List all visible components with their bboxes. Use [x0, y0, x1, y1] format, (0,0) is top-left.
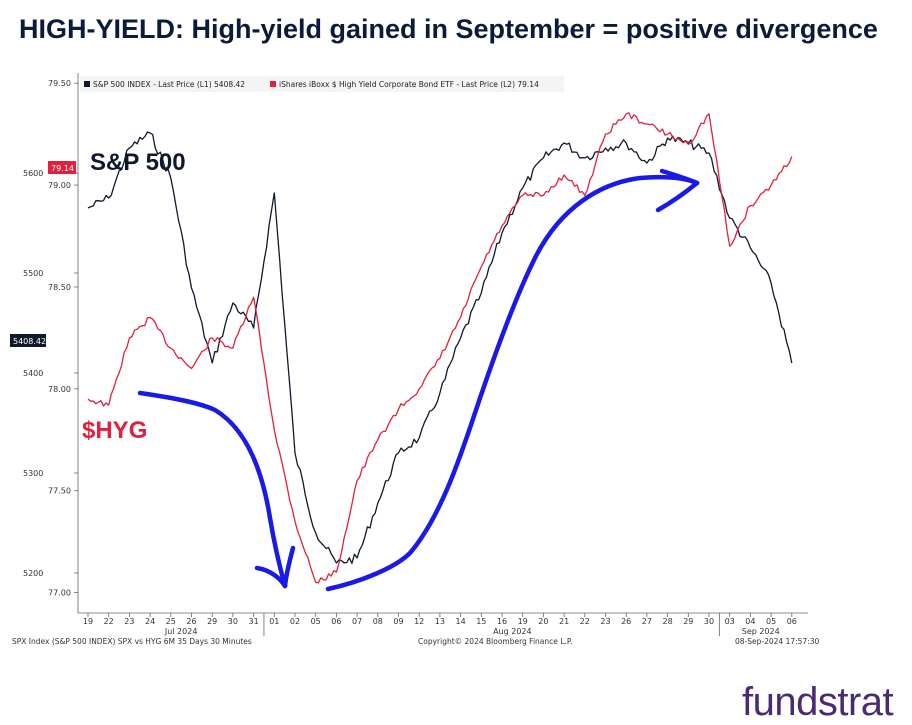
series-line-spx — [87, 131, 793, 565]
legend-entry-hyg: iShares iBoxx $ High Yield Corporate Bon… — [279, 80, 539, 89]
x-tick-label: 19 — [83, 617, 93, 626]
x-tick-label: 02 — [290, 617, 300, 626]
x-tick-label: 06 — [331, 617, 341, 626]
right-axis-ticks: 77.00 77.50 78.00 78.50 79.00 79.50 — [48, 79, 78, 598]
month-label: Sep 2024 — [742, 627, 780, 636]
x-tick-label: 14 — [456, 617, 466, 626]
x-tick-label: 25 — [166, 617, 176, 626]
x-tick-label: 27 — [642, 617, 652, 626]
x-tick-label: 29 — [207, 617, 217, 626]
x-tick-label: 22 — [104, 617, 114, 626]
x-tick-label: 01 — [269, 617, 279, 626]
right-tick-label: 77.00 — [48, 589, 71, 598]
x-tick-label: 30 — [704, 617, 714, 626]
x-tick-label: 23 — [600, 617, 610, 626]
footer-source: SPX Index (S&P 500 INDEX) SPX vs HYG 6M … — [12, 637, 252, 646]
left-tick-label: 5600 — [23, 169, 43, 178]
x-tick-label: 08 — [373, 617, 383, 626]
x-tick-label: 30 — [228, 617, 238, 626]
left-axis-ticks: 5200 5300 5400 5500 5600 — [23, 169, 78, 578]
fundstrat-logo: fundstrat — [742, 680, 894, 724]
month-label: Aug 2024 — [493, 627, 532, 636]
last-value-tag-left-text: 5408.42 — [13, 337, 46, 346]
x-tick-label: 05 — [311, 617, 321, 626]
right-tick-label: 77.50 — [48, 487, 71, 496]
left-tick-label: 5500 — [23, 269, 43, 278]
footer-copyright: Copyright© 2024 Bloomberg Finance L.P. — [418, 637, 573, 646]
arrow-up-head-bottom — [655, 180, 700, 213]
chart-svg: 5200 5300 5400 5500 5600 77.00 77.50 78.00 78.5… — [10, 73, 819, 646]
slide-title: HIGH-YIELD: High-yield gained in Septemb… — [19, 14, 878, 44]
x-tick-label: 09 — [393, 617, 403, 626]
footer-timestamp: 08-Sep-2024 17:57:30 — [735, 637, 819, 646]
x-axis-ticks: 19 22 23 24 25 26 29 30 31 01 02 05 06 07 08 09 12 13 14 15… — [83, 613, 797, 626]
annotation-hyg: $HYG — [82, 417, 147, 444]
annotation-arrows — [137, 168, 700, 592]
x-tick-label: 03 — [725, 617, 735, 626]
left-tick-label: 5200 — [23, 569, 43, 578]
month-label: Jul 2024 — [164, 627, 198, 636]
right-tick-label: 79.50 — [48, 79, 71, 88]
last-value-tag-left-box — [10, 334, 46, 347]
right-tick-label: 78.50 — [48, 283, 71, 292]
x-tick-label: 21 — [559, 617, 569, 626]
x-tick-label: 13 — [435, 617, 445, 626]
x-tick-label: 28 — [663, 617, 673, 626]
x-tick-label: 26 — [621, 617, 631, 626]
arrow-up-head-top — [659, 168, 700, 186]
last-value-tag-right: 79.14 — [48, 161, 76, 174]
left-tick-label: 5300 — [23, 469, 43, 478]
legend-swatch-hyg — [270, 81, 276, 87]
x-tick-label: 16 — [497, 617, 507, 626]
series-line-hyg — [87, 112, 793, 584]
x-tick-label: 26 — [186, 617, 196, 626]
legend-swatch-spx — [84, 81, 90, 87]
legend-background — [80, 76, 564, 92]
chart: 5200 5300 5400 5500 5600 77.00 77.50 78.00 78.5… — [0, 58, 912, 658]
right-tick-label: 79.00 — [48, 181, 71, 190]
series-layer — [87, 112, 793, 584]
x-tick-label: 20 — [538, 617, 548, 626]
x-tick-label: 24 — [145, 617, 155, 626]
x-tick-label: 06 — [787, 617, 797, 626]
left-tick-label: 5400 — [23, 369, 43, 378]
x-tick-label: 07 — [352, 617, 362, 626]
arrow-up — [325, 174, 700, 592]
x-tick-label: 31 — [249, 617, 259, 626]
x-tick-label: 04 — [745, 617, 755, 626]
right-tick-label: 78.00 — [48, 385, 71, 394]
x-tick-label: 29 — [683, 617, 693, 626]
x-tick-label: 05 — [766, 617, 776, 626]
x-tick-label: 12 — [414, 617, 424, 626]
month-separators — [263, 613, 720, 636]
legend-entry-spx: S&P 500 INDEX - Last Price (L1) 5408.42 — [93, 80, 245, 89]
annotation-sp500: S&P 500 — [90, 149, 186, 176]
x-tick-label: 23 — [124, 617, 134, 626]
x-tick-label: 15 — [476, 617, 486, 626]
arrow-down-head-right — [282, 545, 296, 589]
last-value-tag-left: 5408.42 — [10, 334, 46, 347]
last-value-tag-right-box — [48, 161, 76, 174]
legend: S&P 500 INDEX - Last Price (L1) 5408.42 … — [80, 76, 564, 92]
last-value-tag-right-text: 79.14 — [51, 164, 74, 173]
x-tick-label: 22 — [580, 617, 590, 626]
arrow-down — [137, 390, 288, 589]
x-tick-label: 19 — [518, 617, 528, 626]
month-labels: Jul 2024 Aug 2024 Sep 2024 — [164, 627, 780, 636]
